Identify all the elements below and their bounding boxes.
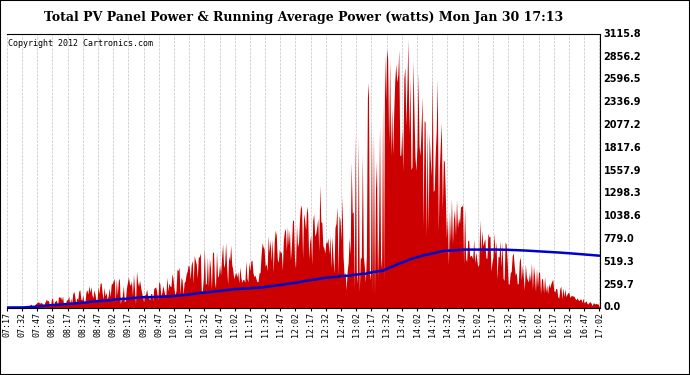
Text: 2077.2: 2077.2: [604, 120, 641, 130]
Text: 2856.2: 2856.2: [604, 51, 642, 62]
Text: 779.0: 779.0: [604, 234, 635, 244]
Text: 1817.6: 1817.6: [604, 143, 642, 153]
Text: 2596.5: 2596.5: [604, 74, 641, 84]
Text: 1557.9: 1557.9: [604, 166, 641, 176]
Text: 1298.3: 1298.3: [604, 188, 642, 198]
Text: 259.7: 259.7: [604, 280, 635, 290]
Text: 2336.9: 2336.9: [604, 97, 641, 107]
Text: 0.0: 0.0: [604, 303, 621, 312]
Text: 3115.8: 3115.8: [604, 29, 642, 39]
Text: 519.3: 519.3: [604, 257, 635, 267]
Text: Total PV Panel Power & Running Average Power (watts) Mon Jan 30 17:13: Total PV Panel Power & Running Average P…: [44, 11, 563, 24]
Text: 1038.6: 1038.6: [604, 211, 642, 221]
Text: Copyright 2012 Cartronics.com: Copyright 2012 Cartronics.com: [8, 39, 153, 48]
